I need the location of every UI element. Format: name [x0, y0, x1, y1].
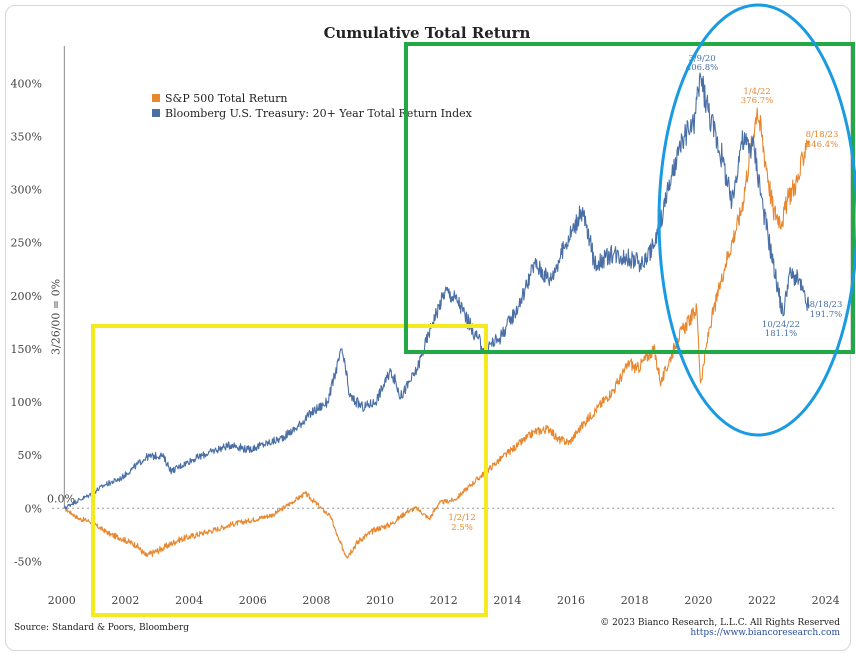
- x-tick-label: 2022: [748, 594, 776, 607]
- x-axis: 2000 2002 2004 2006 2008 2010 2012 2014 2016 2018…: [48, 594, 840, 607]
- annotation-value: 346.4%: [806, 140, 838, 150]
- x-tick-label: 2000: [48, 594, 76, 607]
- y-axis: 400% 350% 300% 250% 200% 150% 100% 50% 0% -50%: [11, 77, 42, 568]
- annotation-sp500-2012: 1/2/12 2.5%: [448, 513, 475, 533]
- x-tick-label: 2020: [684, 594, 712, 607]
- annotation-date: 8/18/23: [810, 300, 843, 310]
- x-tick-label: 2002: [111, 594, 139, 607]
- y-tick-label: 150%: [11, 343, 42, 356]
- x-tick-label: 2004: [175, 594, 203, 607]
- y-tick-label: -50%: [14, 555, 42, 568]
- treasury-series-line: [63, 72, 810, 510]
- x-tick-label: 2014: [493, 594, 521, 607]
- blue-highlight-ellipse: [657, 3, 856, 437]
- annotation-date: 1/2/12: [448, 513, 475, 523]
- x-tick-label: 2012: [430, 594, 458, 607]
- chart-title: Cumulative Total Return: [324, 24, 531, 42]
- annotation-value: 181.1%: [765, 329, 797, 339]
- x-tick-label: 2024: [812, 594, 840, 607]
- x-tick-label: 2016: [557, 594, 585, 607]
- baseline-label: 0.0%: [47, 492, 75, 505]
- annotation-treasury-low: 10/24/22 181.1%: [762, 320, 800, 339]
- y-tick-label: 0%: [25, 502, 42, 515]
- source-note: Source: Standard & Poors, Bloomberg: [14, 623, 189, 633]
- website-link[interactable]: https://www.biancoresearch.com: [690, 628, 840, 638]
- series-group: [63, 72, 810, 559]
- x-tick-label: 2018: [621, 594, 649, 607]
- annotation-date: 8/18/23: [806, 130, 839, 140]
- x-tick-label: 2006: [239, 594, 267, 607]
- annotation-value: 376.7%: [741, 96, 773, 106]
- y-tick-label: 250%: [11, 237, 42, 250]
- annotation-sp500-peak: 1/4/22 376.7%: [741, 87, 773, 106]
- green-highlight-box: [404, 42, 855, 354]
- legend-swatch-treasury: [152, 109, 160, 117]
- y-tick-label: 200%: [11, 290, 42, 303]
- x-tick-label: 2008: [302, 594, 330, 607]
- legend-label-sp500: S&P 500 Total Return: [165, 92, 287, 105]
- annotation-date: 1/4/22: [743, 87, 770, 97]
- yellow-highlight-box: [91, 324, 488, 617]
- sp500-series-line: [63, 107, 810, 559]
- annotation-sp500-latest: 8/18/23 346.4%: [806, 130, 839, 150]
- annotation-value: 191.7%: [810, 310, 842, 320]
- annotation-treasury-peak: 3/9/20 406.8%: [686, 54, 718, 73]
- copyright-note: © 2023 Bianco Research, L.L.C. All Right…: [600, 618, 840, 628]
- y-tick-label: 100%: [11, 396, 42, 409]
- start-date-label: 3/26/00 = 0%: [49, 279, 62, 355]
- x-tick-label: 2010: [366, 594, 394, 607]
- y-tick-label: 350%: [11, 130, 42, 143]
- annotation-date: 3/9/20: [688, 54, 715, 64]
- annotation-date: 10/24/22: [762, 320, 800, 330]
- legend-label-treasury: Bloomberg U.S. Treasury: 20+ Year Total …: [165, 107, 473, 120]
- y-tick-label: 400%: [11, 77, 42, 90]
- y-tick-label: 300%: [11, 184, 42, 197]
- annotation-value: 406.8%: [686, 63, 718, 73]
- legend-swatch-sp500: [152, 94, 160, 102]
- y-tick-label: 50%: [18, 449, 42, 462]
- annotation-treasury-latest: 8/18/23 191.7%: [810, 300, 843, 320]
- annotation-value: 2.5%: [451, 523, 473, 533]
